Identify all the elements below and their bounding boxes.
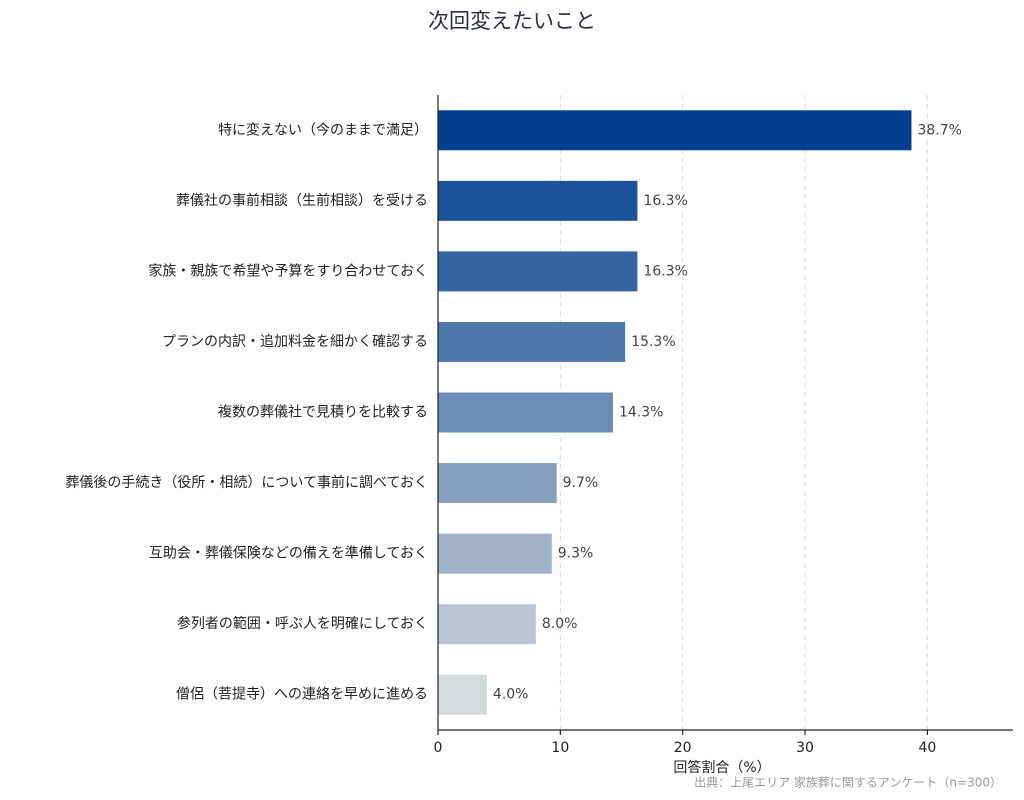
- y-tick-label: プランの内訳・追加料金を細かく確認する: [162, 334, 428, 350]
- bar: [438, 533, 552, 574]
- value-label: 16.3%: [643, 263, 687, 279]
- bar: [438, 321, 626, 362]
- x-tick-label: 20: [674, 740, 692, 756]
- bar: [438, 110, 912, 151]
- y-tick-label: 葬儀後の手続き（役所・相続）について事前に調べておく: [65, 474, 428, 491]
- x-axis-label: 回答割合（%）: [673, 759, 770, 776]
- y-tick-label: 互助会・葬儀保険などの備えを準備しておく: [149, 546, 428, 562]
- source-note: 出典：上尾エリア 家族葬に関するアンケート（n=300）: [694, 775, 1002, 790]
- value-label: 38.7%: [917, 122, 961, 138]
- x-tick-label: 30: [796, 740, 814, 756]
- y-tick-label: 特に変えない（今のままで満足）: [218, 121, 428, 138]
- value-label: 4.0%: [493, 687, 529, 703]
- bar: [438, 251, 638, 292]
- x-tick-label: 40: [918, 740, 936, 756]
- bar: [438, 604, 536, 645]
- x-tick-label: 10: [551, 740, 569, 756]
- value-label: 14.3%: [619, 405, 663, 421]
- y-tick-label: 僧侶（菩提寺）への連絡を早めに進める: [176, 687, 428, 703]
- bar: [438, 392, 613, 433]
- y-tick-label: 家族・親族で希望や予算をすり合わせておく: [148, 262, 428, 279]
- chart-title: 次回変えたいこと: [428, 9, 596, 33]
- y-tick-label: 参列者の範囲・呼ぶ人を明確にしておく: [177, 615, 428, 632]
- bar: [438, 180, 638, 221]
- value-label: 9.3%: [558, 546, 594, 562]
- bar: [438, 674, 487, 715]
- bar: [438, 463, 557, 504]
- value-label: 8.0%: [542, 616, 578, 632]
- x-tick-label: 0: [434, 740, 443, 756]
- y-tick-label: 複数の葬儀社で見積りを比較する: [218, 404, 428, 421]
- y-tick-label: 葬儀社の事前相談（生前相談）を受ける: [176, 192, 428, 209]
- value-label: 9.7%: [563, 475, 599, 491]
- value-label: 15.3%: [631, 334, 675, 350]
- value-label: 16.3%: [643, 193, 687, 209]
